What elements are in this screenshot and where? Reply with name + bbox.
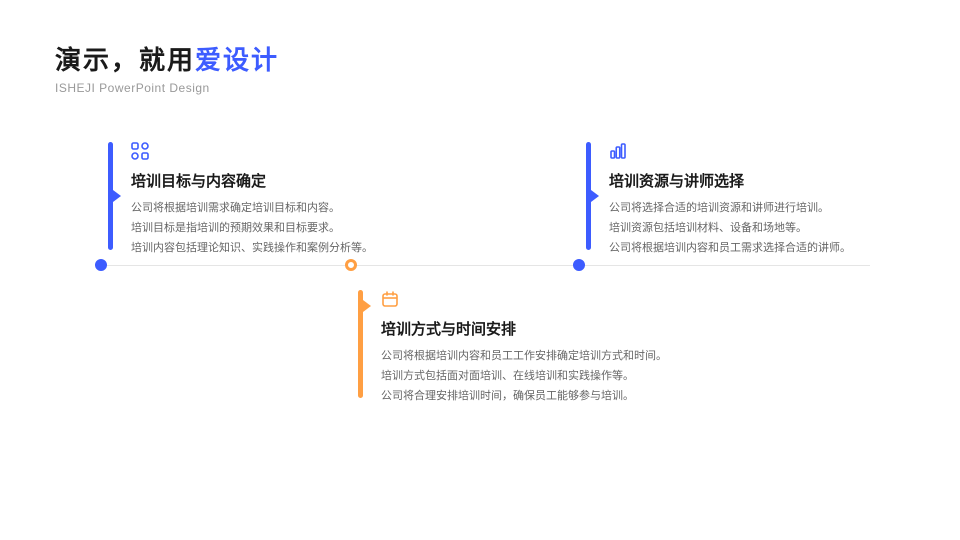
calendar-icon (381, 290, 667, 310)
card-line: 公司将根据培训内容和员工工作安排确定培训方式和时间。 (381, 347, 667, 367)
card-body: 培训方式与时间安排 公司将根据培训内容和员工工作安排确定培训方式和时间。 培训方… (381, 290, 667, 406)
card-bar (586, 142, 591, 250)
timeline-dot-3 (573, 259, 585, 271)
card-line: 培训内容包括理论知识、实践操作和案例分析等。 (131, 239, 373, 259)
card-lines: 公司将根据培训需求确定培训目标和内容。 培训目标是指培训的预期效果和目标要求。 … (131, 199, 373, 258)
card-lines: 公司将选择合适的培训资源和讲师进行培训。 培训资源包括培训材料、设备和场地等。 … (609, 199, 851, 258)
title-part-2: 爱设计 (195, 45, 279, 75)
slide-title: 演示，就用爱设计 (55, 40, 279, 77)
card-title: 培训目标与内容确定 (131, 170, 373, 191)
card-bar (358, 290, 363, 398)
grid-icon (131, 142, 373, 162)
card-line: 公司将合理安排培训时间，确保员工能够参与培训。 (381, 387, 667, 407)
card-line: 培训方式包括面对面培训、在线培训和实践操作等。 (381, 367, 667, 387)
timeline-dot-1 (95, 259, 107, 271)
card-title: 培训方式与时间安排 (381, 318, 667, 339)
timeline-axis (95, 265, 870, 266)
card-lines: 公司将根据培训内容和员工工作安排确定培训方式和时间。 培训方式包括面对面培训、在… (381, 347, 667, 406)
card-body: 培训资源与讲师选择 公司将选择合适的培训资源和讲师进行培训。 培训资源包括培训材… (609, 142, 851, 258)
card-line: 培训目标是指培训的预期效果和目标要求。 (131, 219, 373, 239)
card-line: 公司将根据培训内容和员工需求选择合适的讲师。 (609, 239, 851, 259)
card-line: 公司将根据培训需求确定培训目标和内容。 (131, 199, 373, 219)
card-title: 培训资源与讲师选择 (609, 170, 851, 191)
card-bar (108, 142, 113, 250)
card-body: 培训目标与内容确定 公司将根据培训需求确定培训目标和内容。 培训目标是指培训的预… (131, 142, 373, 258)
slide-subtitle: ISHEJI PowerPoint Design (55, 81, 279, 95)
slide-header: 演示，就用爱设计 ISHEJI PowerPoint Design (55, 40, 279, 95)
title-part-1: 演示，就用 (55, 45, 195, 75)
timeline-card-goal: 培训目标与内容确定 公司将根据培训需求确定培训目标和内容。 培训目标是指培训的预… (108, 142, 373, 258)
bars-icon (609, 142, 851, 162)
card-line: 公司将选择合适的培训资源和讲师进行培训。 (609, 199, 851, 219)
timeline-dot-2 (345, 259, 357, 271)
timeline-card-resource: 培训资源与讲师选择 公司将选择合适的培训资源和讲师进行培训。 培训资源包括培训材… (586, 142, 851, 258)
card-line: 培训资源包括培训材料、设备和场地等。 (609, 219, 851, 239)
timeline-card-method: 培训方式与时间安排 公司将根据培训内容和员工工作安排确定培训方式和时间。 培训方… (358, 290, 667, 406)
